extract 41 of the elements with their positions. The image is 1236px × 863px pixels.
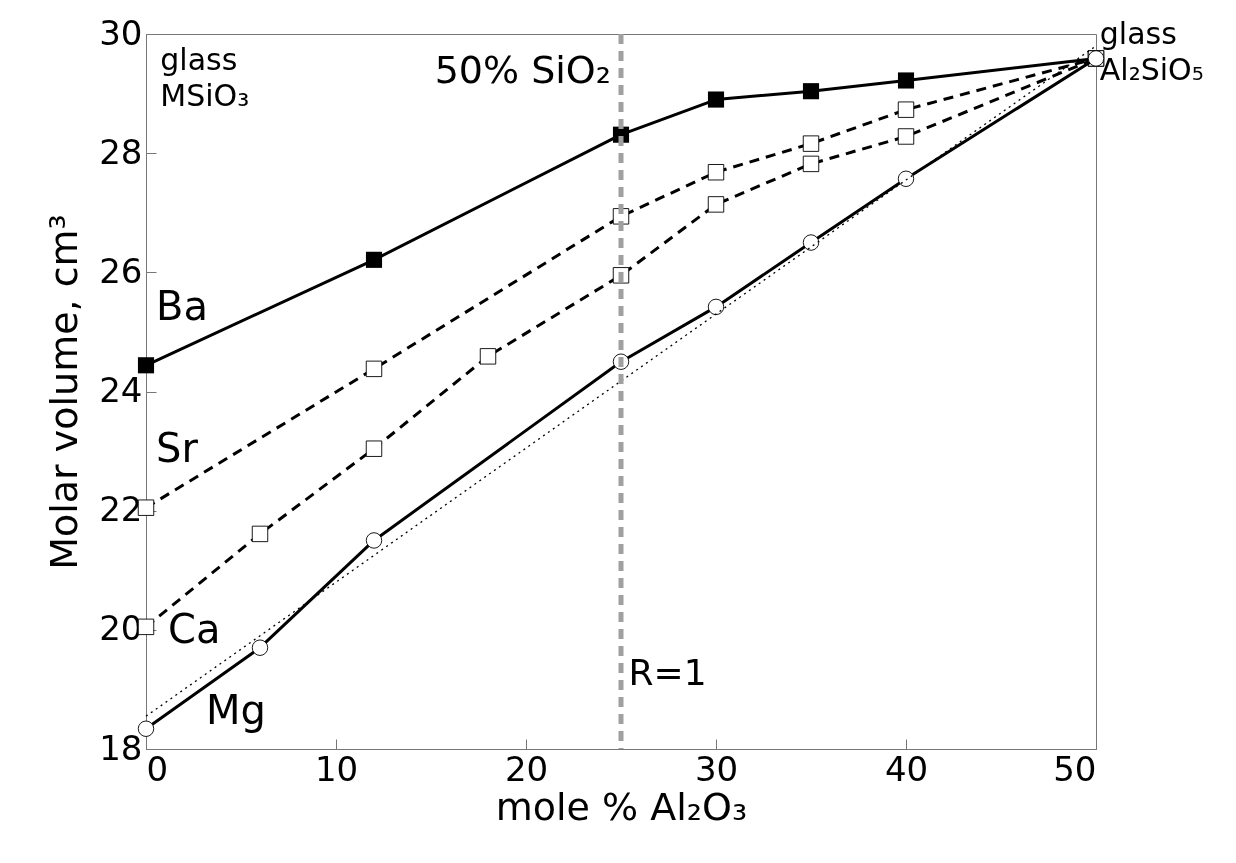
point	[802, 155, 820, 173]
point	[897, 72, 915, 89]
point	[897, 101, 915, 118]
point	[365, 251, 383, 268]
point	[365, 532, 383, 549]
y-tick-label: 20	[99, 608, 143, 649]
series-label: Mg	[206, 686, 266, 733]
text: glass Al₂SiO₅	[1099, 16, 1204, 87]
y-tick-label: 30	[99, 12, 143, 53]
y-tick-label: 24	[99, 370, 143, 410]
point	[707, 196, 725, 213]
point	[707, 91, 725, 108]
point	[897, 170, 915, 187]
annotation: 50% SiO₂	[434, 48, 611, 92]
x-tick-label: 0	[146, 748, 169, 789]
point	[479, 348, 497, 365]
y-axis-title: Molar volume, cm³	[42, 214, 87, 570]
point	[707, 298, 725, 316]
point	[251, 525, 269, 543]
series-label: Ca	[168, 605, 221, 652]
point	[897, 128, 915, 145]
point	[137, 357, 155, 374]
series-label: Sr	[156, 424, 199, 471]
point	[251, 639, 269, 656]
point	[802, 135, 820, 152]
y-tick-label: 18	[99, 727, 143, 768]
y-tick-label: 22	[99, 489, 143, 530]
x-tick-label: 50	[1053, 748, 1097, 789]
y-tick-label: 26	[99, 250, 143, 291]
point	[802, 83, 820, 100]
point	[365, 440, 383, 457]
x-tick-label: 10	[314, 748, 359, 789]
x-tick-label: 40	[884, 748, 929, 789]
point	[707, 164, 725, 181]
point	[802, 234, 820, 251]
annotation: R=1	[628, 652, 707, 693]
annotation: glass MSiO₃	[160, 42, 250, 113]
y-tick-label: 28	[99, 131, 143, 172]
series-label: Ba	[156, 283, 208, 330]
point	[137, 720, 155, 737]
point	[365, 360, 383, 378]
